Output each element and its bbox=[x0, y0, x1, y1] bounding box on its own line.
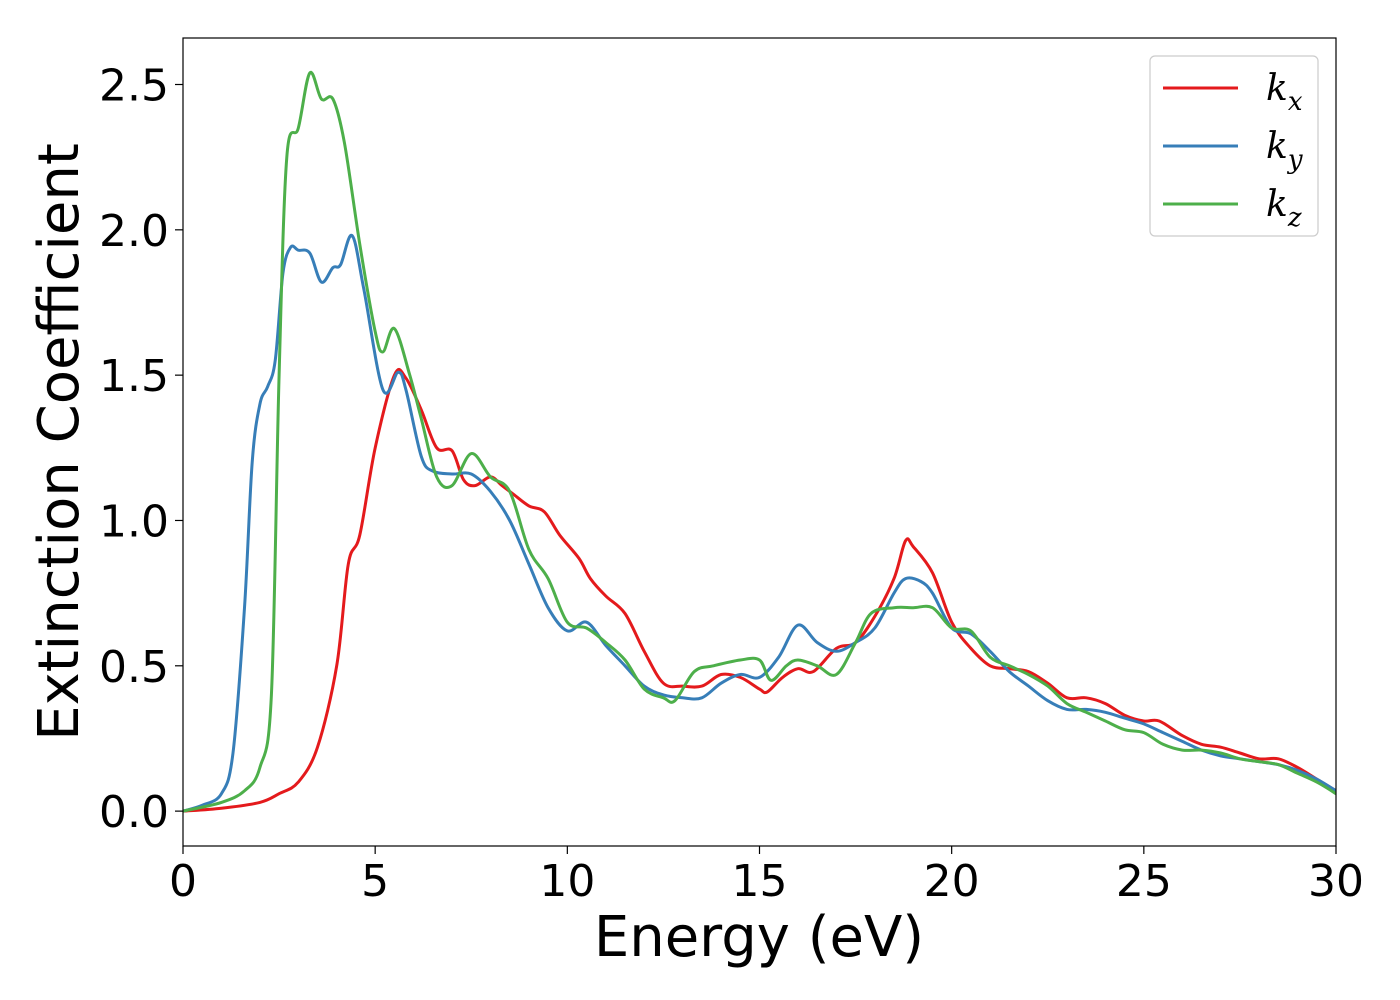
y-tick-label: 1.0 bbox=[99, 496, 169, 547]
series-line-kx bbox=[183, 367, 1336, 813]
x-tick-label: 20 bbox=[924, 856, 980, 907]
y-tick-label: 2.0 bbox=[99, 206, 169, 257]
series-line-ky bbox=[183, 234, 1336, 813]
x-axis-label: Energy (eV) bbox=[594, 905, 924, 970]
y-tick-label: 0.0 bbox=[99, 787, 169, 838]
legend-label-subscript: z bbox=[1287, 203, 1302, 233]
x-tick-label: 25 bbox=[1116, 856, 1172, 907]
y-tick-label: 1.5 bbox=[99, 351, 169, 402]
y-tick-label: 2.5 bbox=[99, 61, 169, 112]
legend-label-subscript: y bbox=[1287, 145, 1303, 175]
x-tick-label: 0 bbox=[169, 856, 197, 907]
series-line-kz bbox=[183, 70, 1336, 813]
y-tick-label: 0.5 bbox=[99, 642, 169, 693]
legend-label-ky: ky bbox=[1266, 126, 1303, 175]
x-tick-label: 15 bbox=[732, 856, 788, 907]
legend-label-kx: kx bbox=[1266, 68, 1303, 117]
x-tick-label: 30 bbox=[1308, 856, 1364, 907]
x-tick-label: 10 bbox=[539, 856, 595, 907]
legend-label-base: k bbox=[1266, 126, 1288, 167]
legend-label-base: k bbox=[1266, 184, 1288, 225]
legend-label-subscript: x bbox=[1288, 87, 1303, 117]
x-axis: 0 5 10 15 20 25 30 bbox=[169, 846, 1364, 907]
y-axis-label: Extinction Coefficient bbox=[27, 143, 92, 741]
x-tick-label: 5 bbox=[361, 856, 389, 907]
series-layer bbox=[183, 70, 1336, 813]
legend-label-kz: kz bbox=[1266, 184, 1302, 233]
legend-label-base: k bbox=[1266, 68, 1288, 109]
y-axis: 0.0 0.5 1.0 1.5 2.0 2.5 bbox=[99, 61, 183, 838]
